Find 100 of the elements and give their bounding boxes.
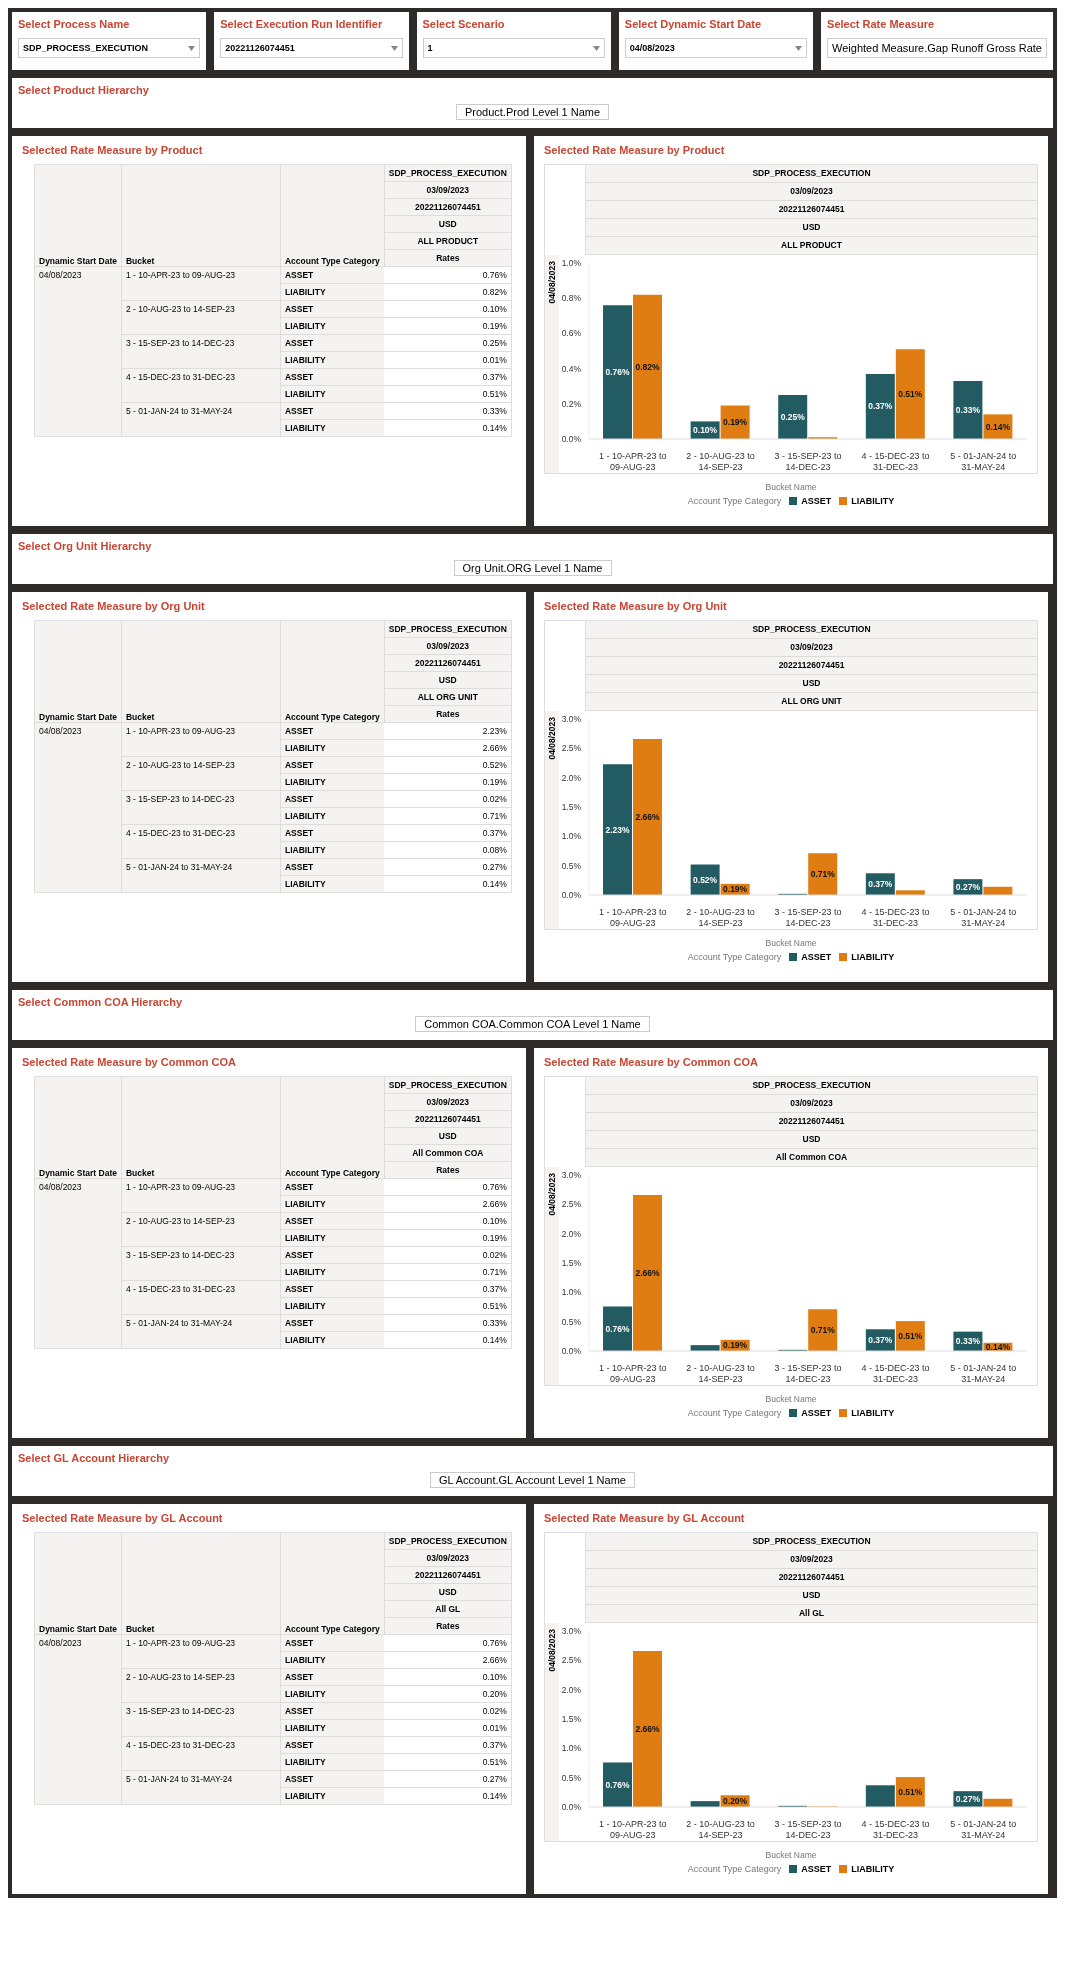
text: All Common COA xyxy=(384,1144,512,1162)
category-label: 4 - 15-DEC-23 to 31-DEC-23 xyxy=(121,1280,281,1315)
category-label: 5 - 01-JAN-24 to 31-MAY-24 xyxy=(121,402,281,437)
text: 04/08/2023 xyxy=(34,266,122,437)
data-label: 0.14% xyxy=(985,421,1011,432)
text: Account Type Category xyxy=(280,620,385,723)
text: USD xyxy=(585,219,1037,237)
text: 2.66% xyxy=(384,1651,512,1669)
text: Select Scenario xyxy=(422,18,506,30)
legend-title: Account Type Category xyxy=(687,496,782,506)
y-tick-label: 0.2% xyxy=(561,398,582,409)
text: 20221126074451 xyxy=(384,1566,512,1584)
text: USD xyxy=(384,215,512,233)
text: All GL xyxy=(384,1600,512,1618)
text: 0.19% xyxy=(384,1229,512,1247)
text: Account Type Category xyxy=(280,1076,385,1179)
text: 0.25% xyxy=(384,334,512,352)
text: 0.10% xyxy=(384,1212,512,1230)
text: 0.82% xyxy=(384,283,512,301)
text: SDP_PROCESS_EXECUTION xyxy=(384,1076,512,1094)
y-tick-label: 0.0% xyxy=(561,434,582,445)
text: USD xyxy=(585,1131,1037,1149)
y-axis-title: 04/08/2023 xyxy=(547,1629,557,1672)
text: 04/08/2023 xyxy=(34,1634,122,1805)
x-tick-label: 4 - 15-DEC-23 to 31-DEC-23 xyxy=(861,907,930,928)
text: Bucket xyxy=(121,164,281,267)
text: 20221126074451 xyxy=(225,43,295,53)
x-tick-label: 1 - 10-APR-23 to 09-AUG-23 xyxy=(599,1363,667,1384)
text: Bucket xyxy=(121,1532,281,1635)
text: ASSET xyxy=(280,1314,385,1332)
x-tick-label: 4 - 15-DEC-23 to 31-DEC-23 xyxy=(861,1363,930,1384)
text: Rates xyxy=(384,1161,512,1179)
text: 03/09/2023 xyxy=(585,1551,1037,1569)
y-tick-label: 0.8% xyxy=(561,293,582,304)
data-label: 0.19% xyxy=(723,884,748,895)
text: 20221126074451 xyxy=(585,201,1037,219)
text: 0.76% xyxy=(384,1178,512,1196)
text: 2.66% xyxy=(384,1195,512,1213)
y-tick-label: 1.5% xyxy=(561,802,582,813)
text: 04/08/2023 xyxy=(629,43,675,53)
y-axis-title: 04/08/2023 xyxy=(547,261,557,304)
text: LIABILITY xyxy=(280,1331,385,1349)
text: LIABILITY xyxy=(280,283,385,301)
x-tick-label: 2 - 10-AUG-23 to 14-SEP-23 xyxy=(686,1819,755,1840)
text: LIABILITY xyxy=(280,385,385,403)
y-tick-label: 1.0% xyxy=(561,1743,582,1754)
text: 03/09/2023 xyxy=(585,1095,1037,1113)
y-tick-label: 0.4% xyxy=(561,363,582,374)
x-tick-label: 2 - 10-AUG-23 to 14-SEP-23 xyxy=(686,1363,755,1384)
text: Selected Rate Measure by Org Unit xyxy=(22,600,206,612)
x-axis-title: Bucket Name xyxy=(764,1850,818,1860)
text: Rates xyxy=(384,249,512,267)
category-label: 1 - 10-APR-23 to 09-AUG-23 xyxy=(121,1178,281,1213)
text: 0.71% xyxy=(384,807,512,825)
text: 0.14% xyxy=(384,1787,512,1805)
data-label: 0.19% xyxy=(723,417,748,428)
text: USD xyxy=(585,1587,1037,1605)
text: 04/08/2023 xyxy=(34,1178,122,1349)
category-label: 3 - 15-SEP-23 to 14-DEC-23 xyxy=(121,790,281,825)
text: ALL PRODUCT xyxy=(384,232,512,250)
text: 0.52% xyxy=(384,756,512,774)
text: 20221126074451 xyxy=(384,1110,512,1128)
text: ASSET xyxy=(280,1212,385,1230)
text: USD xyxy=(585,675,1037,693)
data-label: 0.76% xyxy=(605,1323,630,1334)
text: 0.27% xyxy=(384,1770,512,1788)
text: SDP_PROCESS_EXECUTION xyxy=(384,164,512,182)
text: 20221126074451 xyxy=(384,198,512,216)
y-tick-label: 0.5% xyxy=(561,1316,582,1327)
y-tick-label: 3.0% xyxy=(561,1626,582,1637)
text: Select Common COA Hierarchy xyxy=(18,996,184,1008)
text: 0.33% xyxy=(384,402,512,420)
text: LIABILITY xyxy=(280,1229,385,1247)
text: LIABILITY xyxy=(280,1719,385,1737)
text: ALL ORG UNIT xyxy=(585,693,1037,711)
category-label: 3 - 15-SEP-23 to 14-DEC-23 xyxy=(121,334,281,369)
text: SDP_PROCESS_EXECUTION xyxy=(585,1533,1037,1551)
data-label: 0.37% xyxy=(868,401,893,412)
category-label: 1 - 10-APR-23 to 09-AUG-23 xyxy=(121,1634,281,1669)
data-label: 0.37% xyxy=(868,879,893,890)
text: USD xyxy=(384,1583,512,1601)
y-tick-label: 0.0% xyxy=(561,1802,582,1813)
text: 20221126074451 xyxy=(585,1569,1037,1587)
text: All GL xyxy=(585,1605,1037,1623)
text: Dynamic Start Date xyxy=(34,620,122,723)
text: 0.20% xyxy=(384,1685,512,1703)
data-label: 2.66% xyxy=(635,811,660,822)
text: LIABILITY xyxy=(280,739,385,757)
x-tick-label: 5 - 01-JAN-24 to 31-MAY-24 xyxy=(950,1363,1017,1384)
x-tick-label: 3 - 15-SEP-23 to 14-DEC-23 xyxy=(774,1819,842,1840)
x-tick-label: 1 - 10-APR-23 to 09-AUG-23 xyxy=(599,907,667,928)
chart-title: Selected Rate Measure by Org Unit xyxy=(544,600,728,612)
text: LIABILITY xyxy=(280,1787,385,1805)
text: 03/09/2023 xyxy=(585,639,1037,657)
text: Weighted Measure.Gap Runoff Gross Rate xyxy=(832,42,1042,54)
data-label: 0.71% xyxy=(810,1325,836,1336)
text: 0.51% xyxy=(384,1753,512,1771)
text: ASSET xyxy=(280,1634,385,1652)
text: Selected Rate Measure by Common COA xyxy=(22,1056,237,1068)
data-label: 0.51% xyxy=(898,1331,923,1342)
